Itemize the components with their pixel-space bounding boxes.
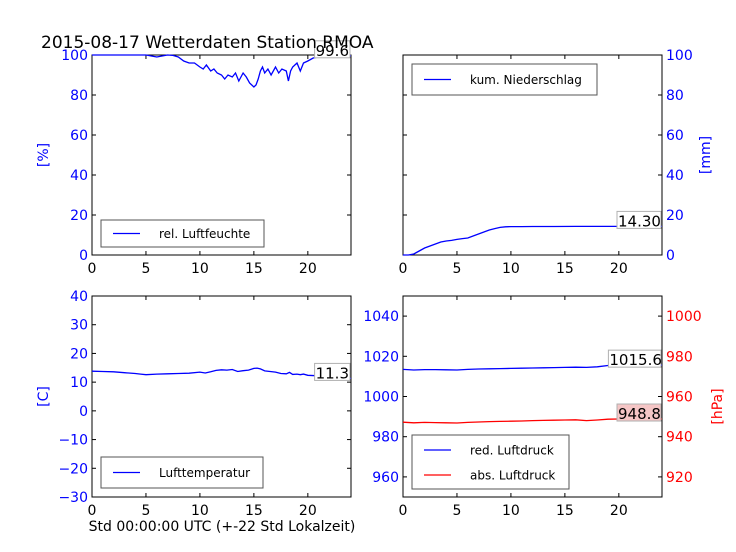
value-annotation-box [314, 40, 351, 59]
y-axis-label: [C] [36, 386, 52, 407]
series-line-lufttemperatur [92, 367, 351, 380]
y-tick-label: 0 [79, 404, 88, 420]
series-line-kum-niederschlag [403, 225, 662, 256]
y-tick-label: 20 [70, 208, 88, 224]
y-right-tick-label: 920 [666, 470, 693, 486]
value-annotation: 14.30 [618, 212, 661, 230]
legend-label: kum. Niederschlag [470, 73, 582, 87]
y-tick-label: −30 [58, 490, 88, 506]
y-tick-label: 0 [666, 248, 675, 264]
value-annotation-box [616, 403, 662, 422]
y-axis-label: [%] [36, 143, 52, 167]
y-tick-label: 20 [666, 208, 684, 224]
shared-x-axis-label: Std 00:00:00 UTC (+-22 Std Lokalzeit) [89, 519, 356, 535]
x-tick-label: 0 [88, 503, 97, 519]
value-annotation-box [314, 362, 351, 381]
y-tick-label: 0 [79, 248, 88, 264]
x-tick-label: 10 [191, 261, 209, 277]
legend-label: Lufttemperatur [159, 466, 250, 480]
x-tick-label: 15 [245, 503, 263, 519]
y-tick-label: 100 [666, 48, 693, 64]
y-tick-label: 980 [372, 430, 399, 446]
x-tick-label: 5 [452, 261, 461, 277]
value-annotation: 1015.6 [609, 351, 662, 369]
y-tick-label: 40 [70, 168, 88, 184]
y-tick-label: 30 [70, 318, 88, 334]
figure-title: 2015-08-17 Wetterdaten Station RMOA [41, 33, 374, 53]
y-right-tick-label: 960 [666, 390, 693, 406]
x-tick-label: 10 [502, 503, 520, 519]
y-tick-label: −20 [58, 461, 88, 477]
humidity-panel: 0 5 10 15 20 0 20 40 60 80 100 [%] 99.6 rel. Luftfeuc… [36, 40, 352, 277]
y-axis-label: [mm] [698, 136, 714, 174]
value-annotation-box [616, 210, 662, 229]
x-tick-label: 20 [610, 503, 628, 519]
legend-label: abs. Luftdruck [470, 469, 555, 483]
y-tick-label: 60 [666, 128, 684, 144]
x-tick-label: 0 [399, 503, 408, 519]
x-tick-label: 15 [245, 261, 263, 277]
y-tick-label: 60 [70, 128, 88, 144]
x-tick-label: 10 [502, 261, 520, 277]
value-annotation-box [607, 349, 662, 368]
y-tick-label: 20 [70, 346, 88, 362]
y-tick-label: 960 [372, 470, 399, 486]
y-tick-label: 1000 [363, 390, 399, 406]
y-tick-label: 1040 [363, 309, 399, 325]
x-tick-label: 5 [141, 503, 150, 519]
x-tick-label: 5 [452, 503, 461, 519]
x-tick-label: 0 [399, 261, 408, 277]
y-right-tick-label: 940 [666, 430, 693, 446]
value-annotation: 99.6 [316, 42, 349, 60]
pressure-panel: 0 5 10 15 2096098010001020104092094096098010… [363, 295, 726, 519]
y-tick-label: 40 [70, 289, 88, 305]
x-tick-label: 20 [299, 261, 317, 277]
precipitation-panel: 0 5 10 15 20 0 20 40 60 80 100 [mm] 14.30 kum. Nieder… [399, 48, 714, 277]
y-tick-label: 40 [666, 168, 684, 184]
series-line-rel-luftfeuchte [92, 54, 351, 88]
x-tick-label: 15 [556, 503, 574, 519]
x-tick-label: 0 [88, 261, 97, 277]
x-tick-label: 5 [141, 261, 150, 277]
y-tick-label: 1020 [363, 349, 399, 365]
y-right-tick-label: 980 [666, 349, 693, 365]
y-tick-label: −10 [58, 433, 88, 449]
temperature-panel: 0 5 10 15 20 −30 −20 −10 0 10 20 30 40 [C] 11.3 Lufttem… [36, 289, 352, 519]
x-tick-label: 20 [299, 503, 317, 519]
value-annotation: 11.3 [316, 364, 349, 382]
y-right-axis-label: [hPa] [710, 388, 726, 424]
legend-label: rel. Luftfeuchte [159, 227, 250, 241]
x-tick-label: 10 [191, 503, 209, 519]
x-tick-label: 15 [556, 261, 574, 277]
legend-box [411, 434, 570, 490]
x-tick-label: 20 [610, 261, 628, 277]
y-right-tick-label: 1000 [666, 309, 702, 325]
legend-box [100, 219, 265, 248]
y-tick-label: 100 [61, 48, 88, 64]
y-tick-label: 80 [70, 88, 88, 104]
y-tick-label: 80 [666, 88, 684, 104]
legend-label: red. Luftdruck [470, 444, 554, 458]
y-tick-label: 10 [70, 375, 88, 391]
value-annotation: 948.8 [618, 405, 661, 423]
